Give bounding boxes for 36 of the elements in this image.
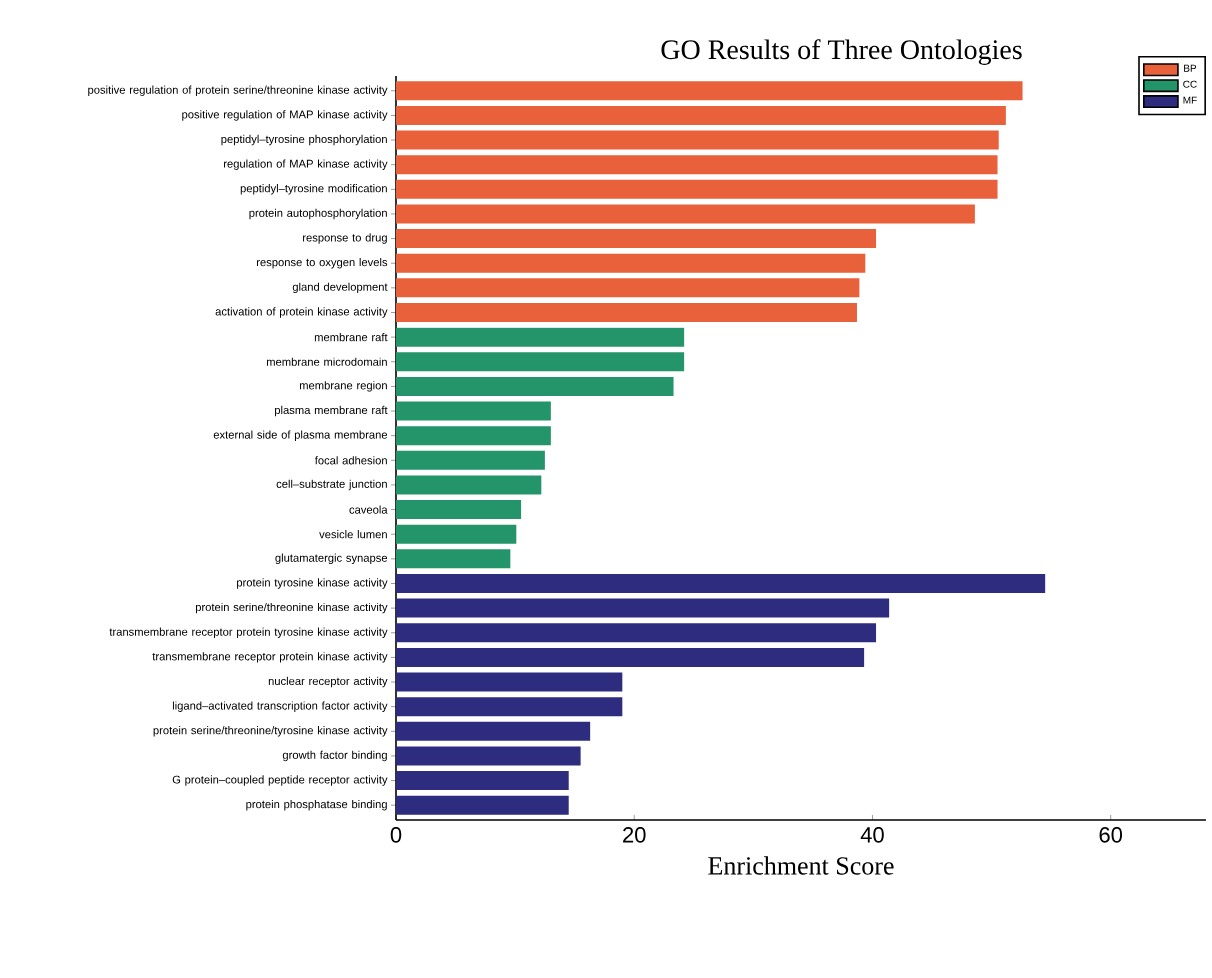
bar	[396, 155, 998, 175]
bar	[396, 746, 581, 766]
bar	[396, 204, 975, 224]
bar	[396, 450, 545, 470]
bar	[396, 475, 542, 495]
bar	[396, 401, 551, 421]
bar	[396, 278, 860, 298]
bar	[396, 105, 1006, 125]
bar	[396, 598, 890, 618]
x-axis-title: Enrichment Score	[708, 856, 894, 875]
bar	[396, 302, 857, 322]
bar	[396, 81, 1023, 101]
bar	[396, 573, 1046, 593]
bar	[396, 229, 877, 249]
bar	[396, 771, 569, 791]
bar	[396, 672, 623, 692]
x-tick-label: 40	[860, 827, 884, 843]
x-tick-label: 20	[623, 827, 646, 843]
bar	[396, 130, 999, 150]
bar	[396, 179, 998, 199]
x-tick-label: 60	[1099, 827, 1123, 843]
bar	[396, 327, 685, 347]
bar	[396, 376, 674, 396]
bar	[396, 352, 685, 372]
bar	[396, 795, 569, 815]
bar	[396, 426, 551, 446]
x-tick-label: 0	[390, 827, 402, 843]
bar	[396, 647, 865, 667]
bar	[396, 623, 877, 643]
bar	[396, 500, 522, 520]
chart-title: GO Results of Three Ontologies	[661, 39, 1022, 65]
bar	[396, 549, 511, 569]
bar	[396, 253, 866, 273]
bar	[396, 697, 623, 717]
bar	[396, 721, 591, 741]
bar	[396, 524, 517, 544]
